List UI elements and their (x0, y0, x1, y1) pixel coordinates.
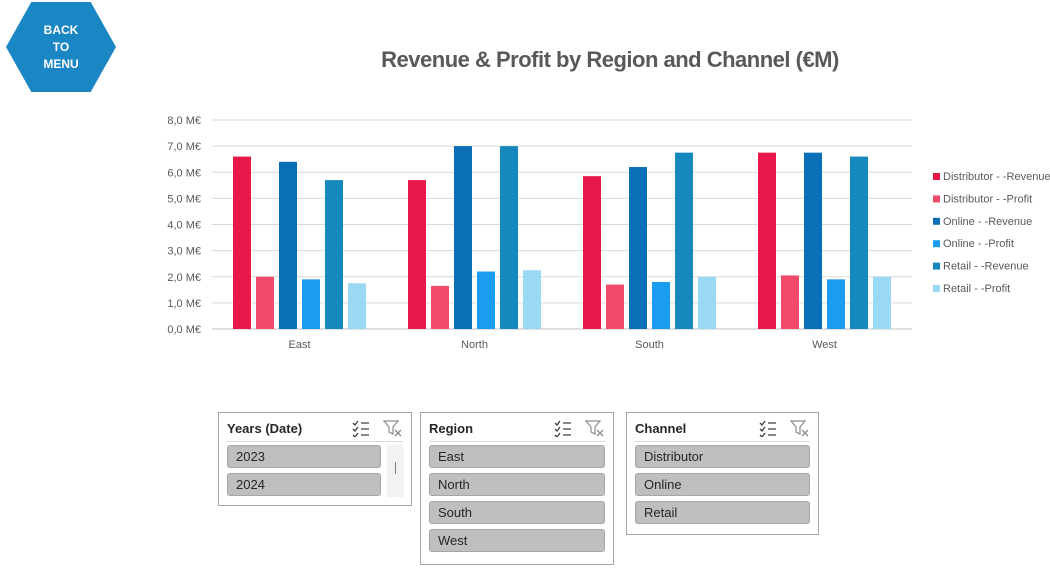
bar (477, 271, 495, 329)
y-tick-label: 0,0 M€ (167, 324, 201, 336)
clear-filter-icon[interactable] (585, 419, 605, 437)
legend-label: Retail - -Revenue (943, 261, 1029, 273)
y-tick-label: 5,0 M€ (167, 193, 201, 205)
legend-swatch (933, 262, 940, 270)
bar (583, 176, 601, 329)
slicer-years-title: Years (Date) (227, 421, 303, 436)
bar (652, 281, 670, 329)
bar (500, 146, 518, 329)
x-tick-label: South (635, 339, 664, 351)
x-tick-label: East (288, 339, 310, 351)
legend-swatch (933, 173, 940, 180)
slicer-item-online[interactable]: Online (635, 473, 810, 496)
legend-label: Distributor - -Revenue (943, 171, 1050, 183)
revenue-profit-chart: 0,0 M€ 1,0 M€ 2,0 M€ 3,0 M€ 4,0 M€ 5,0 M€ 6,0 … (167, 115, 1050, 351)
slicer-item-south[interactable]: South (429, 501, 605, 524)
legend-swatch (933, 285, 940, 292)
bar (606, 284, 624, 329)
x-tick-label: West (812, 339, 837, 351)
slicer-item-east[interactable]: East (429, 445, 605, 468)
legend-label: Online - -Revenue (943, 216, 1032, 228)
y-tick-label: 6,0 M€ (167, 167, 201, 179)
slicer-item-distributor[interactable]: Distributor (635, 445, 810, 468)
slicer-item-west[interactable]: West (429, 529, 605, 552)
slicer-years-header: Years (Date) (227, 419, 403, 442)
legend-label: Online - -Profit (943, 238, 1014, 250)
scroll-thumb[interactable] (395, 462, 396, 474)
bar (758, 152, 776, 329)
bar (325, 180, 343, 329)
bar (850, 156, 868, 329)
slicer-region-title: Region (429, 421, 474, 436)
multi-select-icon[interactable] (758, 419, 778, 437)
y-tick-label: 2,0 M€ (167, 272, 201, 284)
bar (675, 152, 693, 329)
bar (873, 276, 891, 329)
bar (348, 283, 366, 329)
slicer-item-2024[interactable]: 2024 (227, 473, 381, 496)
bar (431, 285, 449, 329)
slicer-channel: Channel Distributor Online Retail (626, 412, 819, 535)
bar (279, 161, 297, 329)
y-tick-label: 3,0 M€ (167, 246, 201, 258)
clear-filter-icon[interactable] (383, 419, 403, 437)
bar (523, 270, 541, 329)
slicer-item-north[interactable]: North (429, 473, 605, 496)
y-tick-label: 7,0 M€ (167, 141, 201, 153)
legend-swatch (933, 195, 940, 203)
bar (454, 146, 472, 329)
clear-filter-icon[interactable] (790, 419, 810, 437)
y-tick-label: 4,0 M€ (167, 220, 201, 232)
slicer-years: Years (Date) 2023 2024 (218, 412, 412, 506)
bar (698, 276, 716, 329)
slicer-region: Region East North South West (420, 412, 614, 565)
slicer-channel-title: Channel (635, 421, 687, 436)
legend-label: Retail - -Profit (943, 283, 1010, 295)
legend-swatch (933, 217, 940, 225)
slicer-channel-header: Channel (635, 419, 810, 442)
legend-label: Distributor - -Profit (943, 193, 1032, 205)
slicer-item-2023[interactable]: 2023 (227, 445, 381, 468)
legend-swatch (933, 240, 940, 248)
multi-select-icon[interactable] (351, 419, 371, 437)
slicer-region-header: Region (429, 419, 605, 442)
bar (629, 167, 647, 329)
x-tick-label: North (461, 339, 488, 351)
bar (781, 275, 799, 329)
y-tick-label: 8,0 M€ (167, 115, 201, 127)
slicer-years-scrollbar[interactable] (387, 445, 404, 497)
bar (804, 152, 822, 329)
bar (408, 180, 426, 329)
bar (827, 279, 845, 329)
bar (256, 276, 274, 329)
bar (302, 279, 320, 329)
slicer-item-retail[interactable]: Retail (635, 501, 810, 524)
back-to-menu-button[interactable]: BACK TO MENU (6, 2, 116, 92)
multi-select-icon[interactable] (553, 419, 573, 437)
chart-title: Revenue & Profit by Region and Channel (… (381, 47, 839, 72)
y-tick-label: 1,0 M€ (167, 298, 201, 310)
bar (233, 156, 251, 329)
